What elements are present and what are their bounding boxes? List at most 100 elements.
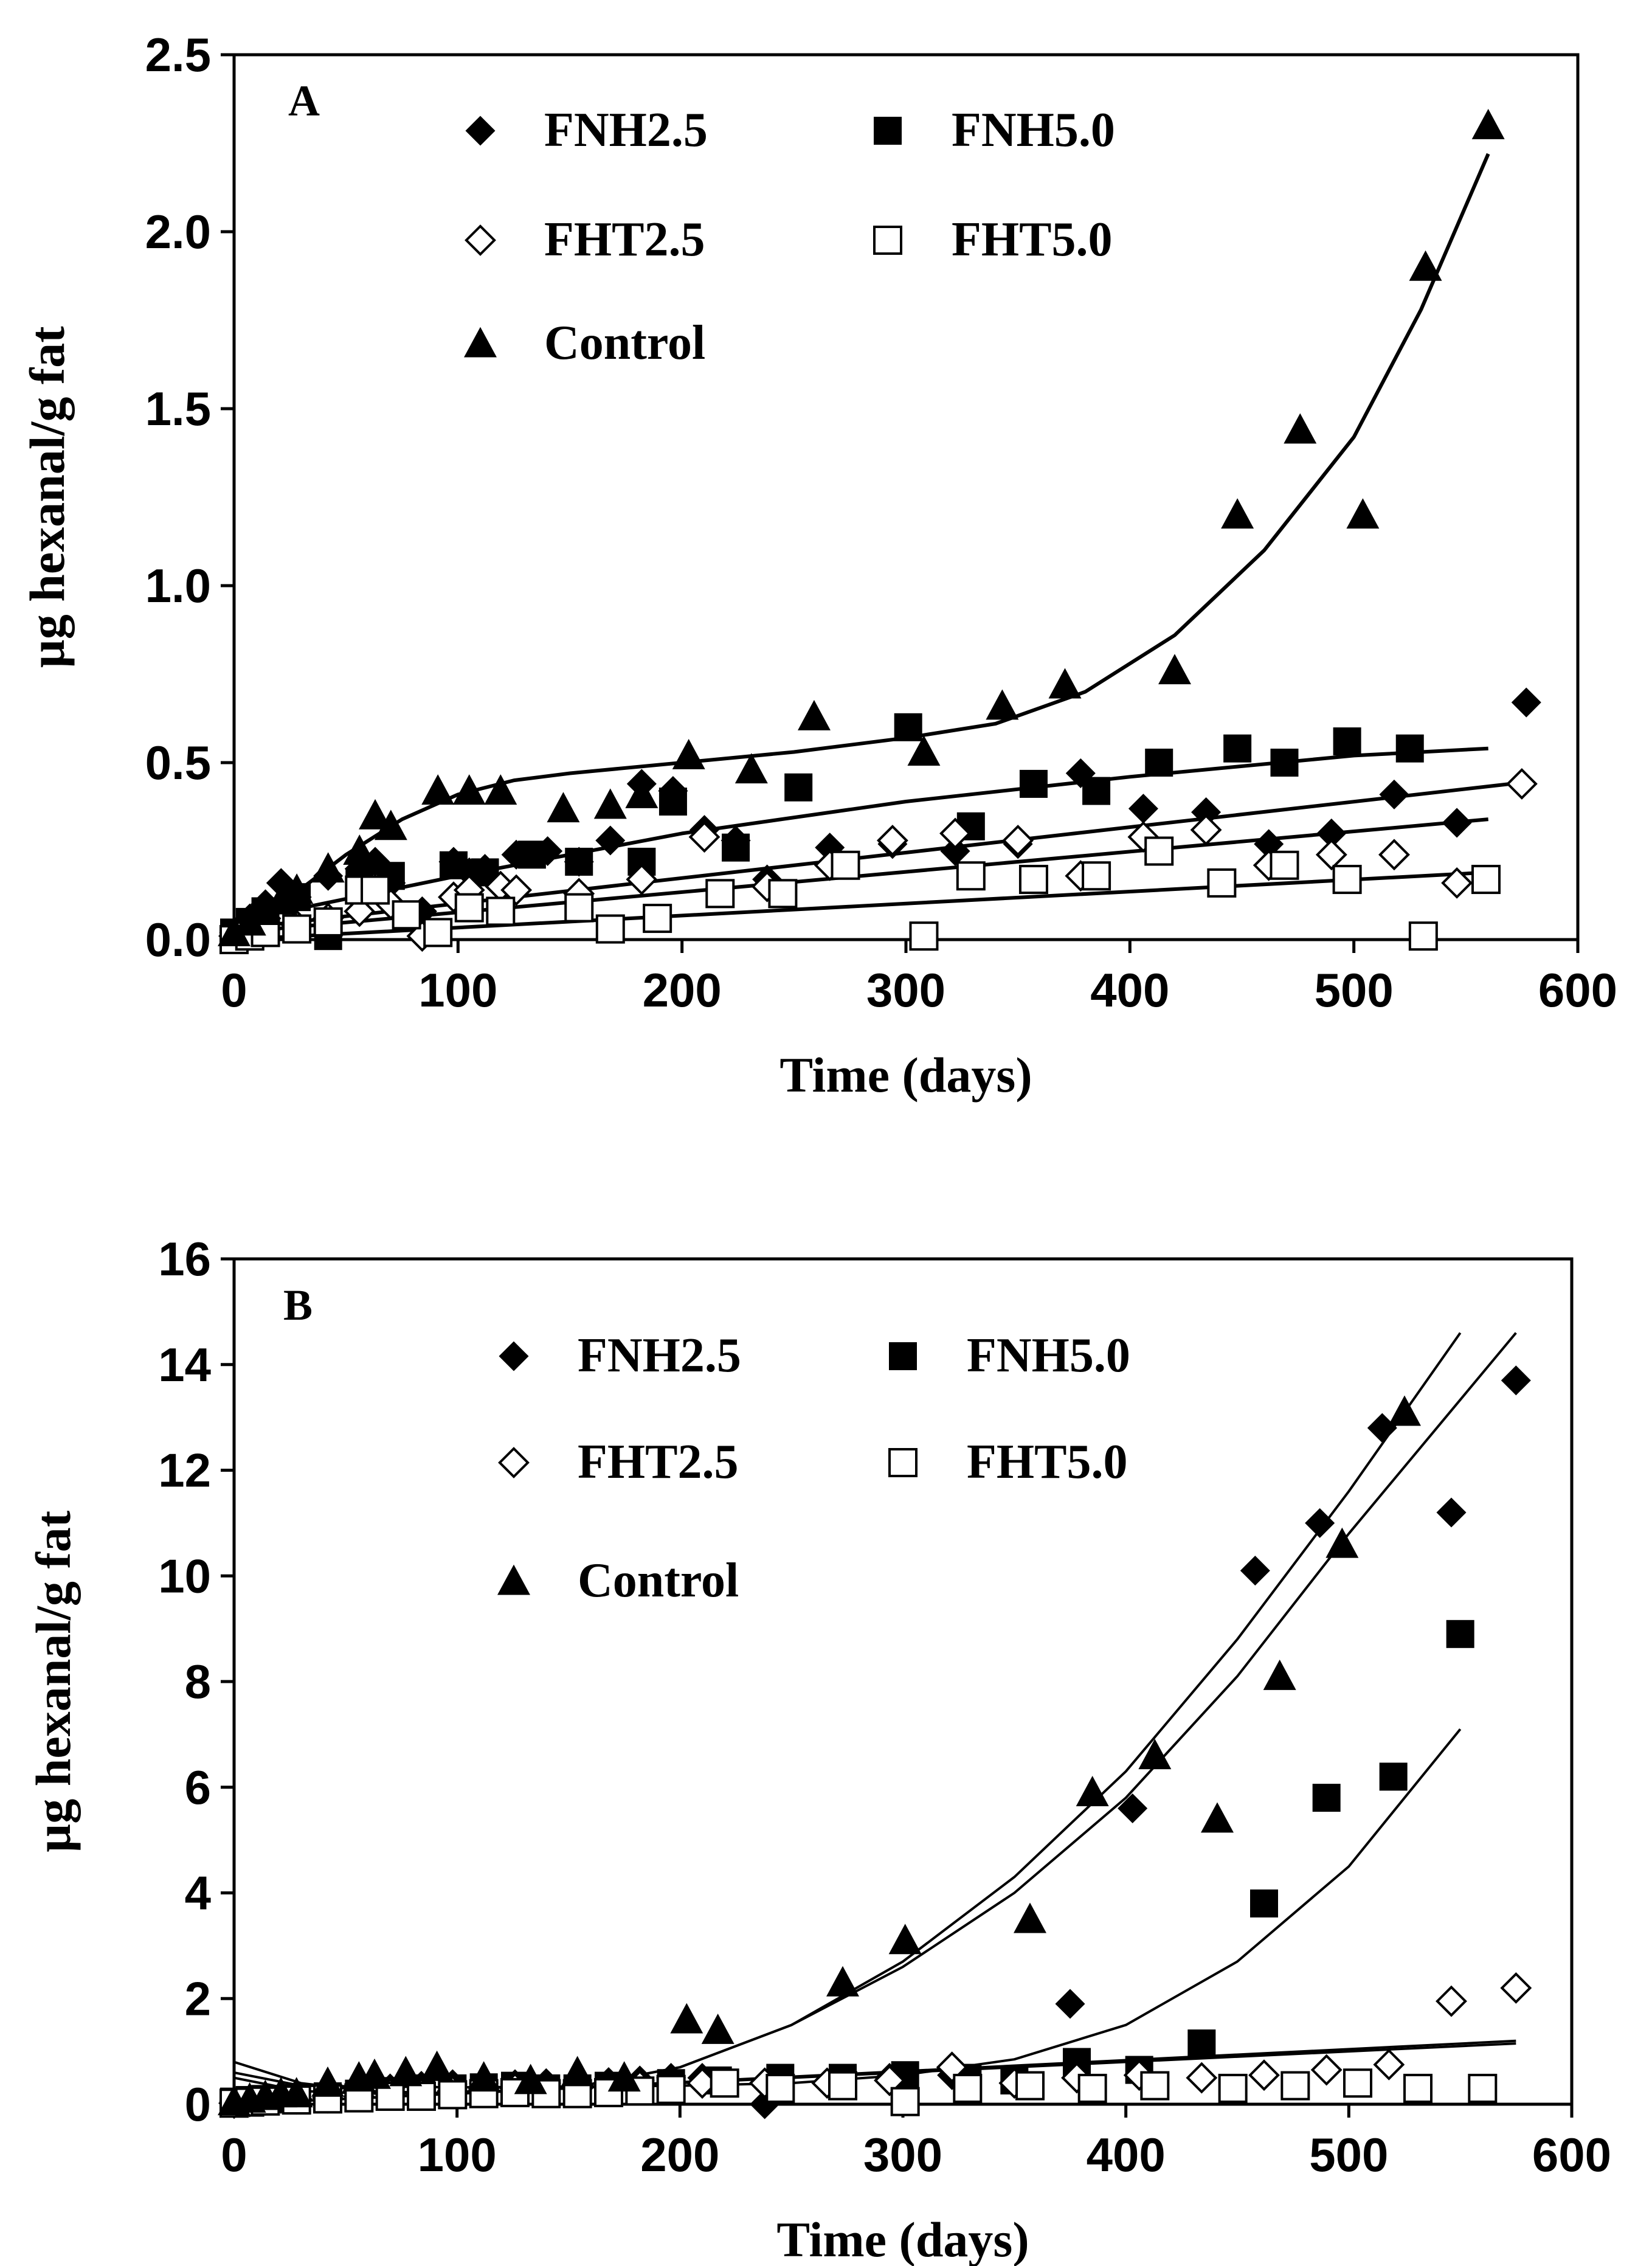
legend-marker: [888, 1448, 918, 1477]
x-tick-label: 100: [418, 2128, 497, 2181]
data-point: [420, 2050, 454, 2081]
markers-fnh5-0: [220, 1620, 1474, 2116]
data-point: [500, 874, 533, 906]
data-point: [1379, 779, 1409, 809]
data-point: [986, 689, 1019, 720]
data-point: [593, 788, 627, 819]
data-point: [1055, 1989, 1085, 2019]
y-tick-label: 16: [158, 1232, 211, 1286]
data-point: [1223, 734, 1252, 763]
legend-label: FHT2.5: [578, 1435, 738, 1489]
data-point: [392, 900, 421, 930]
markers-fnh2-5: [219, 1365, 1531, 2119]
data-point: [452, 774, 486, 805]
markers-control: [218, 108, 1505, 946]
data-point: [1019, 769, 1048, 798]
data-point: [1436, 1497, 1467, 1528]
data-point: [1315, 839, 1347, 871]
x-tick-label: 500: [1309, 2128, 1388, 2181]
data-point: [282, 914, 312, 944]
x-tick-label: 300: [866, 963, 945, 1017]
data-point: [343, 834, 376, 865]
legend-item: FNH5.0: [874, 103, 1115, 157]
y-tick-label: 12: [158, 1444, 211, 1497]
legend-label: FHT5.0: [967, 1435, 1127, 1489]
markers-control: [218, 1395, 1421, 2116]
data-point: [361, 875, 390, 905]
y-tick-label: 0: [185, 2077, 211, 2131]
data-point: [454, 893, 484, 923]
data-point: [517, 840, 546, 869]
data-point: [1158, 654, 1191, 685]
chart-panel-a: 0 100 200 300 400 500 600 0.0 0.5 1.0 1.5 2.0 2.5 Tim…: [19, 28, 1617, 1103]
data-point: [1501, 1365, 1531, 1396]
data-point: [705, 879, 735, 909]
data-point: [1076, 1776, 1109, 1806]
data-point: [1082, 777, 1111, 805]
chart-panel-b: 0 100 200 300 400 500 600 0 2 4 6 8 10 12 14 16 Time (da…: [26, 1232, 1611, 2266]
legend-item: FHT5.0: [873, 213, 1112, 266]
data-point: [1015, 2071, 1045, 2101]
y-tick-label: 0.0: [145, 913, 211, 966]
data-point: [672, 738, 705, 769]
data-point: [643, 904, 672, 934]
data-point: [374, 809, 407, 840]
data-point: [1436, 1985, 1467, 2017]
y-tick-label: 4: [185, 1866, 211, 1920]
y-tick-label: 0.5: [145, 736, 211, 789]
y-tick-label: 2.5: [145, 28, 211, 81]
data-point: [561, 2056, 594, 2087]
data-point: [907, 735, 941, 766]
data-point: [1140, 2071, 1170, 2101]
legend-label: FHT2.5: [544, 213, 705, 266]
y-tick-label: 2: [185, 1972, 211, 2025]
x-tick-label: 300: [863, 2128, 942, 2181]
y-tick-label: 6: [185, 1761, 211, 1814]
data-point: [874, 2064, 905, 2096]
plot-frame: [232, 1257, 1574, 2106]
data-point: [1187, 2029, 1216, 2058]
legend-label: Control: [544, 316, 705, 370]
legend-item: Control: [464, 316, 705, 370]
data-point: [831, 850, 860, 880]
data-point: [1500, 1972, 1532, 2004]
data-point: [658, 788, 687, 816]
x-tick-label: 600: [1532, 2128, 1611, 2181]
data-point: [656, 2074, 686, 2104]
data-point: [1270, 749, 1299, 777]
y-tick-label: 1.0: [145, 559, 211, 612]
data-point: [625, 777, 658, 808]
legend-label: FNH2.5: [578, 1329, 741, 1382]
data-point: [722, 833, 750, 862]
data-point: [280, 2077, 313, 2108]
data-point: [688, 821, 721, 853]
data-point: [1014, 1902, 1046, 1933]
legend-item: FHT2.5: [465, 213, 705, 266]
data-point: [423, 918, 453, 948]
data-point: [1201, 1802, 1234, 1833]
data-point: [890, 2087, 920, 2116]
data-point: [766, 2073, 795, 2103]
data-point: [1333, 727, 1361, 756]
data-point: [939, 817, 971, 850]
legend-marker: [465, 116, 496, 146]
plot-frame: [232, 53, 1580, 941]
x-tick-label: 0: [221, 2128, 247, 2181]
legend-marker: [874, 117, 902, 145]
data-point: [909, 921, 939, 951]
data-point: [1505, 767, 1538, 800]
data-point: [311, 852, 345, 883]
legend-marker: [889, 1342, 917, 1370]
legend-marker: [873, 226, 902, 255]
data-point: [1128, 794, 1158, 824]
data-point: [389, 2056, 423, 2087]
data-point: [1240, 1556, 1270, 1586]
data-point: [710, 2068, 739, 2098]
data-point: [1002, 825, 1034, 856]
data-point: [953, 2073, 983, 2103]
data-point: [1144, 836, 1174, 866]
data-point: [1325, 1527, 1359, 1558]
x-tick-label: 100: [418, 963, 497, 1017]
data-point: [1468, 2073, 1498, 2103]
data-point: [1207, 868, 1237, 898]
